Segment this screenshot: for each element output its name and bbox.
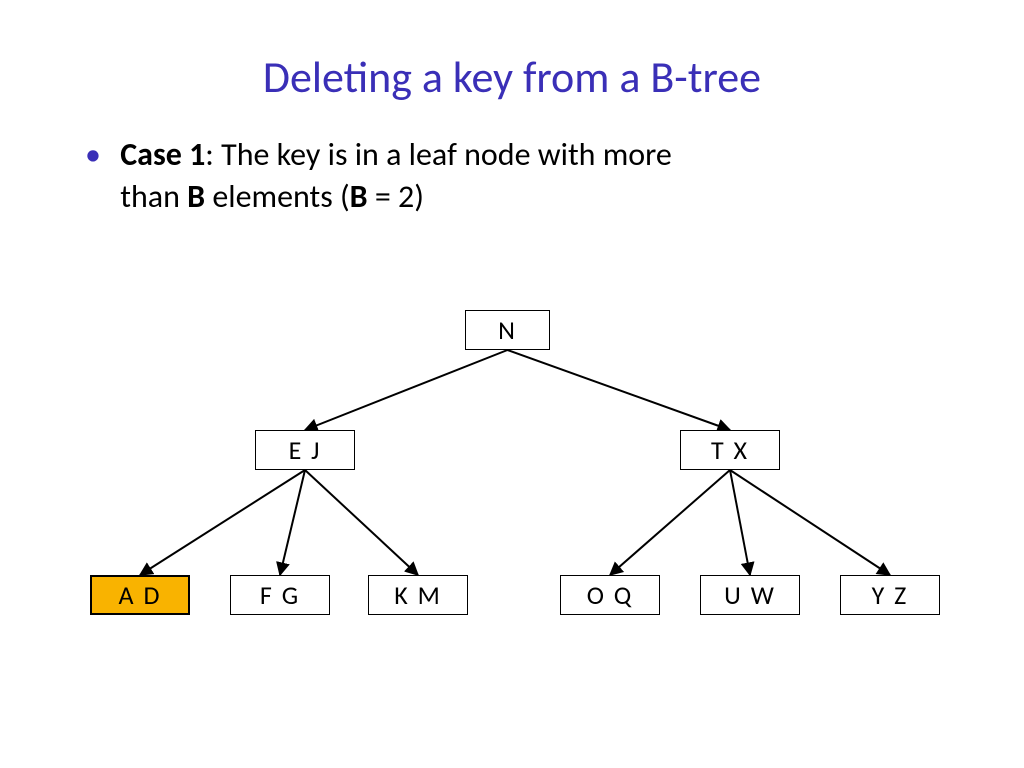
tree-node-n: N xyxy=(465,310,550,350)
tree-node-uw: U W xyxy=(700,575,800,615)
bullet-text: Case 1: The key is in a leaf node with m… xyxy=(120,134,959,217)
line1-rest: : The key is in a leaf node with more xyxy=(205,135,672,174)
case-label: Case 1 xyxy=(120,135,205,174)
tree-edge-tx-uw xyxy=(730,470,750,575)
tree-node-oq: O Q xyxy=(560,575,660,615)
tree-edges xyxy=(60,300,980,680)
B2: B xyxy=(350,177,368,216)
tree-edge-ej-ad xyxy=(140,470,305,575)
tree-node-yz: Y Z xyxy=(840,575,940,615)
tree-edge-tx-yz xyxy=(730,470,890,575)
tree-edge-n-tx xyxy=(508,350,731,430)
tree-node-tx: T X xyxy=(680,430,780,470)
bullet-case1: • Case 1: The key is in a leaf node with… xyxy=(0,134,1024,217)
line2-end: = 2) xyxy=(368,177,424,216)
bullet-marker: • xyxy=(85,134,113,176)
tree-edge-tx-oq xyxy=(610,470,730,575)
tree-edge-ej-km xyxy=(305,470,418,575)
slide-title: Deleting a key from a B-tree xyxy=(0,0,1024,134)
tree-edge-ej-fg xyxy=(280,470,305,575)
tree-node-ad: A D xyxy=(90,575,190,615)
tree-node-ej: E J xyxy=(255,430,355,470)
line2-mid: elements ( xyxy=(205,177,350,216)
B1: B xyxy=(187,177,205,216)
line2-pre: than xyxy=(120,177,187,216)
tree-edge-n-ej xyxy=(305,350,508,430)
tree-node-fg: F G xyxy=(230,575,330,615)
tree-node-km: K M xyxy=(368,575,468,615)
btree-diagram: N E J T X A D F G K M O Q U W Y Z xyxy=(60,300,980,680)
